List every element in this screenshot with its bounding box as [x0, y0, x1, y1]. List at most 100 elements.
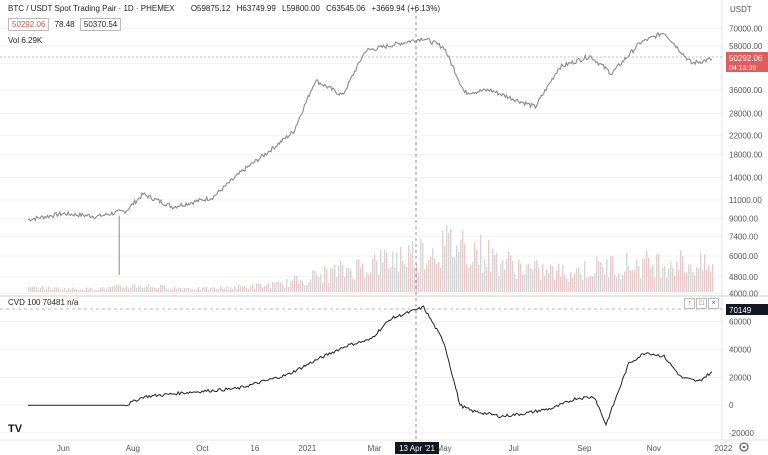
volume-bar — [418, 272, 420, 292]
ohlc-close: C63545.06 — [326, 4, 366, 13]
volume-bar — [200, 289, 202, 292]
volume-bar — [156, 288, 158, 292]
volume-bar — [250, 286, 252, 292]
move-up-icon[interactable]: ↑ — [684, 298, 695, 309]
volume-bar — [288, 286, 290, 292]
ohlc-high: H63749.99 — [236, 4, 276, 13]
settings-gear-icon[interactable] — [739, 442, 749, 452]
volume-bar — [304, 285, 306, 292]
volume-bar — [660, 277, 662, 292]
volume-bar — [610, 256, 612, 292]
volume-bar — [420, 238, 422, 292]
volume-bar — [566, 278, 568, 292]
volume-bar — [280, 282, 282, 292]
volume-bar — [492, 248, 494, 292]
price-tick-label: 14000.00 — [729, 174, 763, 183]
volume-bar — [226, 285, 228, 292]
volume-bar — [622, 274, 624, 292]
volume-bar — [576, 268, 578, 292]
volume-bar — [118, 285, 120, 292]
volume-bar — [512, 260, 514, 292]
volume-bar — [264, 285, 266, 292]
volume-bar — [338, 266, 340, 292]
cvd-tick-label: 20000 — [729, 373, 752, 382]
time-tick-label: Nov — [647, 444, 661, 453]
volume-bar — [234, 286, 236, 292]
volume-bar — [692, 272, 694, 292]
volume-bar — [56, 287, 58, 292]
volume-bar — [522, 274, 524, 292]
volume-bar — [606, 258, 608, 292]
volume-bar — [308, 282, 310, 292]
volume-bar — [416, 263, 418, 292]
ask-price-box[interactable]: 50370.54 — [79, 18, 122, 31]
price-tick-label: 28000.00 — [729, 109, 763, 118]
volume-bar — [58, 288, 60, 292]
volume-bar — [38, 290, 40, 292]
volume-bar — [594, 273, 596, 292]
volume-bar — [64, 287, 66, 292]
volume-bar — [162, 284, 164, 292]
volume-bar — [460, 239, 462, 292]
volume-bar — [198, 286, 200, 292]
volume-bar — [630, 270, 632, 292]
volume-bar — [178, 287, 180, 292]
volume-bar — [310, 279, 312, 292]
volume-bar — [68, 288, 70, 292]
maximize-pane-icon[interactable]: □ — [696, 298, 707, 309]
volume-bar — [706, 270, 708, 292]
volume-bar — [650, 268, 652, 292]
volume-bar — [546, 269, 548, 292]
tradingview-logo: TV — [8, 423, 23, 435]
volume-bar — [486, 266, 488, 292]
volume-bar — [570, 271, 572, 292]
bid-price-box[interactable]: 50292.06 — [8, 18, 50, 31]
volume-bar — [132, 284, 134, 292]
volume-bar — [272, 282, 274, 292]
time-tick-label: Jun — [57, 444, 70, 453]
volume-bar — [348, 268, 350, 292]
volume-bar — [326, 269, 328, 292]
volume-bar — [176, 288, 178, 292]
volume-bar — [334, 264, 336, 292]
volume-bar — [448, 232, 450, 292]
volume-bar — [540, 279, 542, 292]
volume-bar — [82, 289, 84, 292]
volume-bar — [284, 287, 286, 292]
volume-bar — [126, 286, 128, 292]
volume-bar — [504, 270, 506, 292]
volume-bar — [254, 288, 256, 292]
volume-bar — [376, 260, 378, 292]
volume-bar — [596, 256, 598, 292]
volume-bar — [644, 258, 646, 292]
volume-bar — [432, 248, 434, 292]
volume-bar — [664, 266, 666, 292]
price-tick-label: 11000.00 — [729, 196, 762, 205]
volume-bar — [122, 287, 124, 292]
symbol-title[interactable]: BTC / USDT Spot Trading Pair · 1D · PHEM… — [8, 4, 175, 13]
volume-bar — [668, 268, 670, 292]
volume-bar — [224, 288, 226, 292]
volume-bar — [72, 287, 74, 292]
volume-bar — [246, 287, 248, 292]
volume-bar — [646, 250, 648, 292]
volume-bar — [478, 264, 480, 292]
chart-title-row: BTC / USDT Spot Trading Pair · 1D · PHEM… — [8, 4, 440, 13]
volume-bar — [328, 282, 330, 292]
volume-bar — [44, 289, 46, 292]
volume-bar — [410, 253, 412, 292]
volume-bar — [62, 289, 64, 292]
volume-bar — [458, 251, 460, 292]
volume-bar — [536, 260, 538, 292]
close-pane-icon[interactable]: × — [708, 298, 719, 309]
volume-bar — [482, 273, 484, 292]
price-tick-label: 70000.00 — [729, 24, 763, 33]
volume-bar — [248, 288, 250, 292]
volume-bar — [314, 270, 316, 292]
time-tick-label: 2022 — [715, 444, 733, 453]
volume-bar — [186, 287, 188, 292]
price-tick-label: 4000.00 — [729, 290, 758, 299]
price-tick-label: 4800.00 — [729, 273, 758, 282]
volume-bar — [336, 276, 338, 292]
